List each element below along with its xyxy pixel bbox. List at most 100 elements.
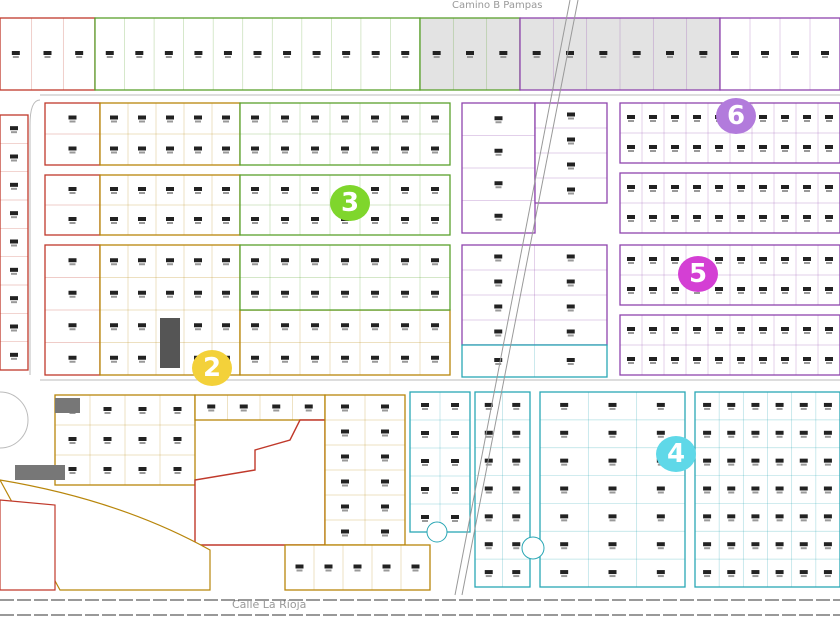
- lot-label-mark: [222, 290, 230, 295]
- lot-label-mark: [252, 192, 258, 194]
- lot-label-mark: [751, 430, 760, 435]
- lot-label-mark: [704, 435, 711, 438]
- lot-label-mark: [312, 120, 318, 123]
- lot-label-mark: [311, 290, 319, 295]
- lot-label-mark: [401, 355, 409, 360]
- lot-label-mark: [561, 519, 568, 522]
- lot-label-mark: [738, 220, 744, 222]
- lot-label-mark: [649, 327, 657, 331]
- lot-label-mark: [672, 362, 678, 364]
- lot-label-mark: [738, 190, 744, 192]
- lot-label-mark: [760, 150, 766, 152]
- lot-label-mark: [657, 435, 664, 438]
- lot-label-mark: [738, 292, 744, 294]
- lot-label-mark: [657, 575, 664, 578]
- lot-label-mark: [166, 115, 174, 120]
- lot-label-mark: [566, 304, 575, 309]
- lot-label-mark: [239, 404, 248, 409]
- lot-label-mark: [381, 529, 389, 534]
- lot-label-mark: [342, 534, 348, 537]
- lot-label-mark: [628, 120, 634, 122]
- lot-label-mark: [650, 292, 656, 294]
- zone-marker-5[interactable]: 5: [678, 256, 718, 292]
- lot-label-mark: [649, 145, 657, 149]
- lot-label-mark: [650, 332, 656, 334]
- lot-label-mark: [751, 402, 760, 407]
- zone-marker-2[interactable]: 2: [192, 350, 232, 386]
- lot-label-mark: [282, 151, 288, 154]
- zone-marker-4[interactable]: 4: [656, 436, 696, 472]
- lot-label-mark: [824, 463, 831, 466]
- lot-label-mark: [704, 547, 711, 550]
- lot-label-mark: [760, 362, 766, 364]
- lot-label-mark: [759, 185, 767, 189]
- lot-label-mark: [728, 519, 735, 522]
- lot-label-mark: [825, 185, 833, 189]
- lot-label-mark: [824, 435, 831, 438]
- lot-label-mark: [382, 409, 388, 412]
- lot-label-mark: [223, 328, 229, 331]
- lot-label-mark: [342, 222, 348, 224]
- lot-label-mark: [431, 290, 439, 295]
- lot-label-mark: [251, 355, 259, 360]
- zone-marker-6[interactable]: 6: [716, 98, 756, 134]
- street-label-bottom: Calle La Rioja: [232, 598, 307, 611]
- building: [55, 398, 80, 413]
- lot-label-mark: [402, 295, 408, 298]
- lot-label-mark: [800, 547, 807, 550]
- lot-label-mark: [402, 56, 409, 58]
- lot-label-mark: [381, 479, 389, 484]
- lot-label-mark: [716, 262, 722, 264]
- lot-label-mark: [343, 56, 350, 58]
- lot-label-mark: [600, 56, 607, 58]
- lot-label-mark: [381, 454, 389, 459]
- lot-label-mark: [738, 332, 744, 334]
- lot-label-mark: [342, 509, 348, 512]
- lot-label-mark: [650, 150, 656, 152]
- lot-label-mark: [11, 159, 17, 162]
- lot-label-mark: [671, 115, 679, 119]
- lot-label-mark: [782, 332, 788, 334]
- lot-label-mark: [223, 263, 229, 266]
- lot-label-mark: [401, 51, 410, 55]
- lot-label-mark: [43, 51, 52, 55]
- lot-label-mark: [240, 409, 247, 412]
- lot-label-mark: [776, 547, 783, 550]
- lot-label-mark: [822, 56, 828, 58]
- lot-label-mark: [304, 404, 313, 409]
- lot-label-mark: [799, 542, 808, 547]
- lot-label-mark: [826, 190, 832, 192]
- lot-label-mark: [372, 120, 378, 123]
- lot-label-mark: [68, 437, 77, 441]
- lot-label-mark: [251, 323, 259, 328]
- lot-label-mark: [752, 547, 759, 550]
- lot-label-mark: [694, 220, 700, 222]
- lot-label-mark: [422, 436, 428, 438]
- lot-label-mark: [194, 290, 202, 295]
- block: [194, 394, 326, 421]
- lot-label-mark: [694, 332, 700, 334]
- lot-label-mark: [312, 192, 318, 194]
- lot-label-mark: [649, 287, 657, 291]
- lot-label-mark: [728, 547, 735, 550]
- lot-label-mark: [609, 491, 616, 494]
- lot-label-mark: [194, 115, 202, 120]
- lot-label-mark: [512, 458, 521, 463]
- lot-label-mark: [166, 187, 174, 191]
- lot-label-mark: [138, 146, 146, 151]
- lot-label-mark: [402, 192, 408, 194]
- block: [519, 17, 721, 91]
- lot-label-mark: [372, 295, 378, 298]
- block: [94, 17, 421, 91]
- lot-label-mark: [567, 334, 574, 337]
- lot-label-mark: [311, 187, 319, 191]
- lot-label-mark: [174, 472, 181, 474]
- lot-label-mark: [432, 51, 441, 55]
- lot-label-mark: [704, 491, 711, 494]
- lot-label-mark: [716, 220, 722, 222]
- lot-label-mark: [371, 355, 379, 360]
- lot-label-mark: [716, 150, 722, 152]
- lot-label-mark: [431, 323, 439, 328]
- lot-label-mark: [608, 486, 617, 491]
- zone-marker-3[interactable]: 3: [330, 185, 370, 221]
